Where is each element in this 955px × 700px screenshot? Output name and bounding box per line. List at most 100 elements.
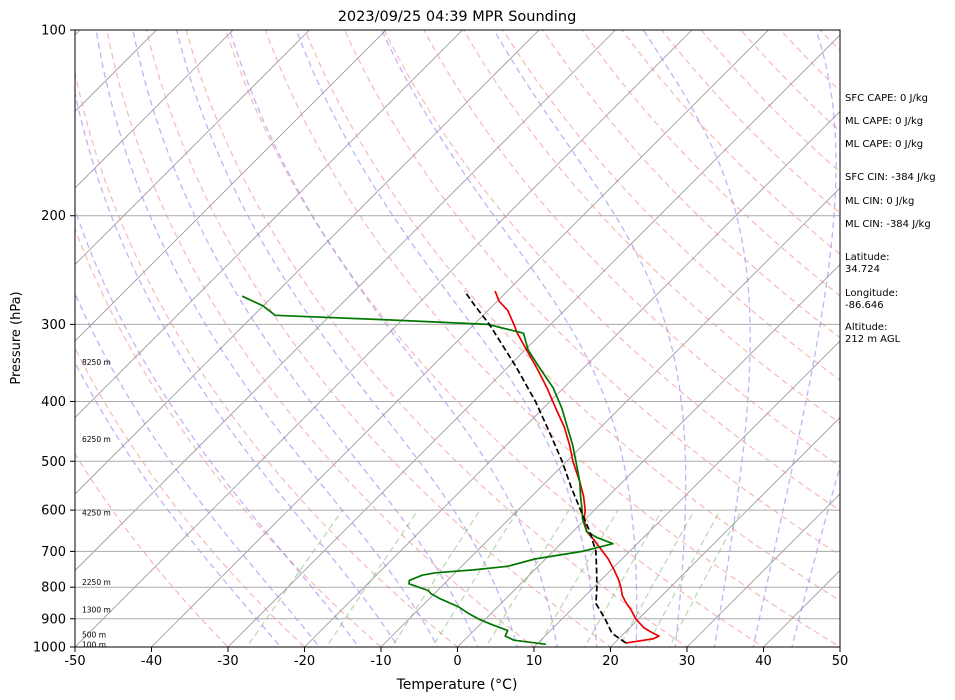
y-axis-ticks: 1000 900 800 700 600 500 400 300 200 100: [33, 24, 75, 656]
y-tick-label: 900: [41, 612, 66, 627]
moist-adiabat-line: [295, 30, 598, 647]
mixing-ratio-line: [537, 509, 619, 647]
moist-adiabat-line: [381, 30, 638, 647]
y-tick-label: 200: [41, 209, 66, 224]
y-tick-label: 1000: [33, 641, 66, 656]
moist-adiabat-line: [175, 30, 518, 647]
moist-adiabat-line: [493, 30, 687, 647]
longitude-value: -86.646: [845, 300, 884, 311]
height-label: 8250 m: [82, 358, 111, 367]
x-axis-ticks: -50 -40 -30 -20 -10 0 10 20 30 40 50: [64, 647, 848, 669]
y-tick-label: 100: [41, 24, 66, 39]
dry-adiabat-line: [740, 30, 840, 133]
dry-adiabat-line: [541, 30, 840, 339]
x-tick-label: 0: [453, 654, 461, 669]
background-lines: [75, 16, 955, 660]
sfc-cape-text: SFC CAPE: 0 J/kg: [845, 93, 928, 104]
mixing-ratio-line: [246, 509, 343, 647]
profiles: [241, 290, 660, 646]
x-tick-label: 40: [755, 654, 772, 669]
x-tick-label: -40: [141, 654, 162, 669]
moist-adiabat-line: [75, 360, 282, 647]
isotherm-line: [533, 340, 840, 647]
mixing-ratio-line: [391, 509, 481, 647]
x-tick-label: -10: [370, 654, 391, 669]
isotherm-line: [150, 30, 770, 647]
parcel-profile-line: [463, 290, 627, 644]
x-tick-label: -20: [294, 654, 315, 669]
height-label: 1300 m: [82, 606, 111, 615]
altitude-value: 212 m AGL: [845, 334, 901, 345]
dry-adiabat-line: [581, 30, 840, 297]
height-label: 2250 m: [82, 578, 111, 587]
dry-adiabat-line: [264, 30, 840, 647]
moist-adiabat-line: [642, 30, 751, 647]
moist-adiabat-line: [791, 464, 840, 647]
mixing-ratio-line: [618, 509, 696, 647]
isotherm-line: [75, 30, 617, 572]
latitude-label: Latitude:: [845, 252, 890, 263]
dry-adiabat-line: [660, 30, 840, 214]
isotherm-line: [75, 30, 158, 113]
x-tick-label: 10: [526, 654, 543, 669]
mixing-ratio-line: [645, 509, 721, 647]
mixing-ratio-line: [485, 509, 570, 647]
moist-adiabat-line: [75, 89, 399, 647]
y-tick-label: 600: [41, 504, 66, 519]
ml-cape-text: ML CAPE: 0 J/kg: [845, 116, 924, 127]
mixing-ratio-line: [668, 509, 743, 647]
isotherm-line: [75, 30, 540, 495]
mixing-ratio-line: [584, 509, 663, 647]
moist-adiabat-line: [752, 30, 837, 647]
moist-adiabat-line: [229, 30, 558, 647]
y-tick-label: 500: [41, 455, 66, 470]
y-tick-label: 300: [41, 318, 66, 333]
dry-adiabat-line: [75, 69, 459, 647]
isotherm-line: [686, 493, 840, 647]
height-label: 4250 m: [82, 508, 111, 517]
sfc-cin-text: SFC CIN: -384 J/kg: [845, 172, 936, 183]
y-tick-label: 400: [41, 395, 66, 410]
moist-adiabat-line: [95, 30, 439, 647]
chart-title: 2023/09/25 04:39 MPR Sounding: [338, 9, 577, 25]
isotherm-line: [903, 16, 955, 660]
dry-adiabat-line: [304, 30, 840, 602]
y-axis-label: Pressure (hPa): [9, 291, 24, 384]
mixing-ratio-line: [325, 509, 419, 647]
x-tick-label: 50: [832, 654, 849, 669]
isotherm-line: [227, 34, 840, 647]
dry-adiabat-line: [145, 30, 612, 647]
isotherm-line: [75, 30, 311, 266]
dry-adiabat-line: [225, 30, 765, 647]
x-tick-label: -50: [64, 654, 85, 669]
x-axis-label: Temperature (°C): [396, 677, 518, 693]
isotherm-line: [380, 187, 840, 647]
ml-cin-text-2: ML CIN: -384 J/kg: [845, 219, 931, 230]
x-tick-label: 20: [602, 654, 619, 669]
latitude-value: 34.724: [845, 264, 880, 275]
mixing-ratio-line: [431, 509, 519, 647]
plot-frame: [74, 29, 841, 648]
dry-adiabat-line: [502, 30, 840, 381]
dry-adiabat-line: [75, 346, 306, 647]
x-tick-label: -30: [217, 654, 238, 669]
isotherm-line: [75, 30, 464, 419]
altitude-label: Altitude:: [845, 322, 888, 333]
dry-adiabat-line: [75, 452, 229, 647]
isotherm-line: [609, 416, 840, 647]
dry-adiabat-line: [185, 30, 689, 647]
isotherm-line: [75, 30, 234, 189]
isotherm-line: [456, 263, 840, 647]
isotherm-line: [75, 30, 387, 342]
ml-cape-text-2: ML CAPE: 0 J/kg: [845, 139, 924, 150]
ml-cin-text: ML CIN: 0 J/kg: [845, 196, 915, 207]
moist-adiabat-line: [75, 291, 321, 647]
y-tick-label: 800: [41, 581, 66, 596]
y-tick-label: 700: [41, 545, 66, 560]
moist-adiabat-line: [132, 30, 479, 647]
isotherm-line: [75, 30, 693, 647]
moist-adiabat-line: [75, 207, 360, 647]
height-label: 100 m: [82, 640, 106, 649]
